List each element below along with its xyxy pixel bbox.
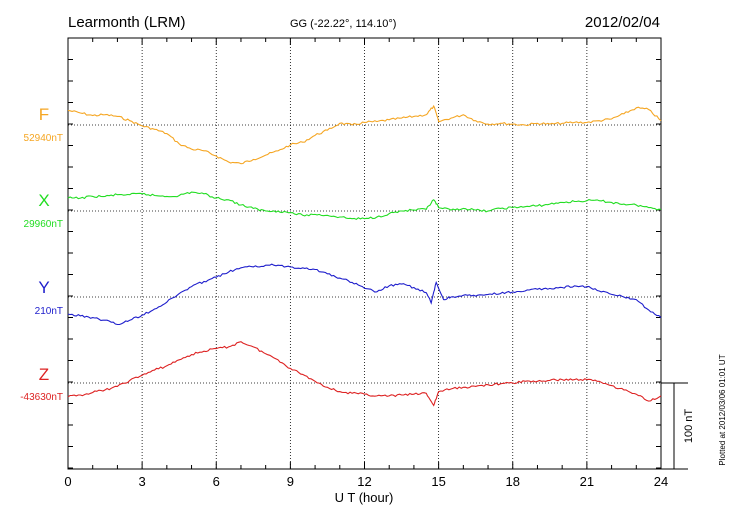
- x-tick-label: 9: [287, 474, 294, 489]
- x-tick-label: 3: [139, 474, 146, 489]
- x-tick-labels: 0 3 6 9 12 15 18 21 24: [64, 474, 668, 489]
- series-line-y: [67, 263, 662, 326]
- series-baseline-x: 29960nT: [24, 219, 63, 230]
- scale-bar: 100 nT: [661, 382, 695, 470]
- x-tick-label: 12: [357, 474, 371, 489]
- series-name-f: F: [39, 105, 49, 124]
- grid: [68, 38, 661, 469]
- series-line-f: [67, 104, 662, 165]
- x-tick-label: 18: [506, 474, 520, 489]
- station-title: Learmonth (LRM): [68, 14, 186, 31]
- x-tick-label: 21: [580, 474, 594, 489]
- series-labels: F 52940nT X 29960nT Y 210nT Z -43630nT: [20, 105, 63, 403]
- series-line-z: [67, 341, 662, 407]
- series-lines: [67, 104, 662, 407]
- scale-bar-label: 100 nT: [683, 409, 695, 444]
- axis-ticks: [67, 38, 662, 469]
- x-tick-label: 24: [654, 474, 668, 489]
- date-label: 2012/02/04: [585, 14, 660, 31]
- x-tick-label: 0: [64, 474, 71, 489]
- series-name-z: Z: [39, 365, 49, 384]
- plotted-timestamp: Plotted at 2012/03/06 01:01 UT: [718, 354, 727, 465]
- coordinates-label: GG (-22.22°, 114.10°): [290, 18, 396, 30]
- series-baseline-y: 210nT: [35, 306, 63, 317]
- x-tick-label: 6: [213, 474, 220, 489]
- x-tick-label: 15: [431, 474, 445, 489]
- series-name-x: X: [38, 191, 49, 210]
- series-line-x: [67, 191, 662, 221]
- series-name-y: Y: [38, 278, 49, 297]
- series-baseline-z: -43630nT: [20, 392, 63, 403]
- x-axis-title: U T (hour): [335, 490, 394, 505]
- series-baseline-f: 52940nT: [24, 133, 63, 144]
